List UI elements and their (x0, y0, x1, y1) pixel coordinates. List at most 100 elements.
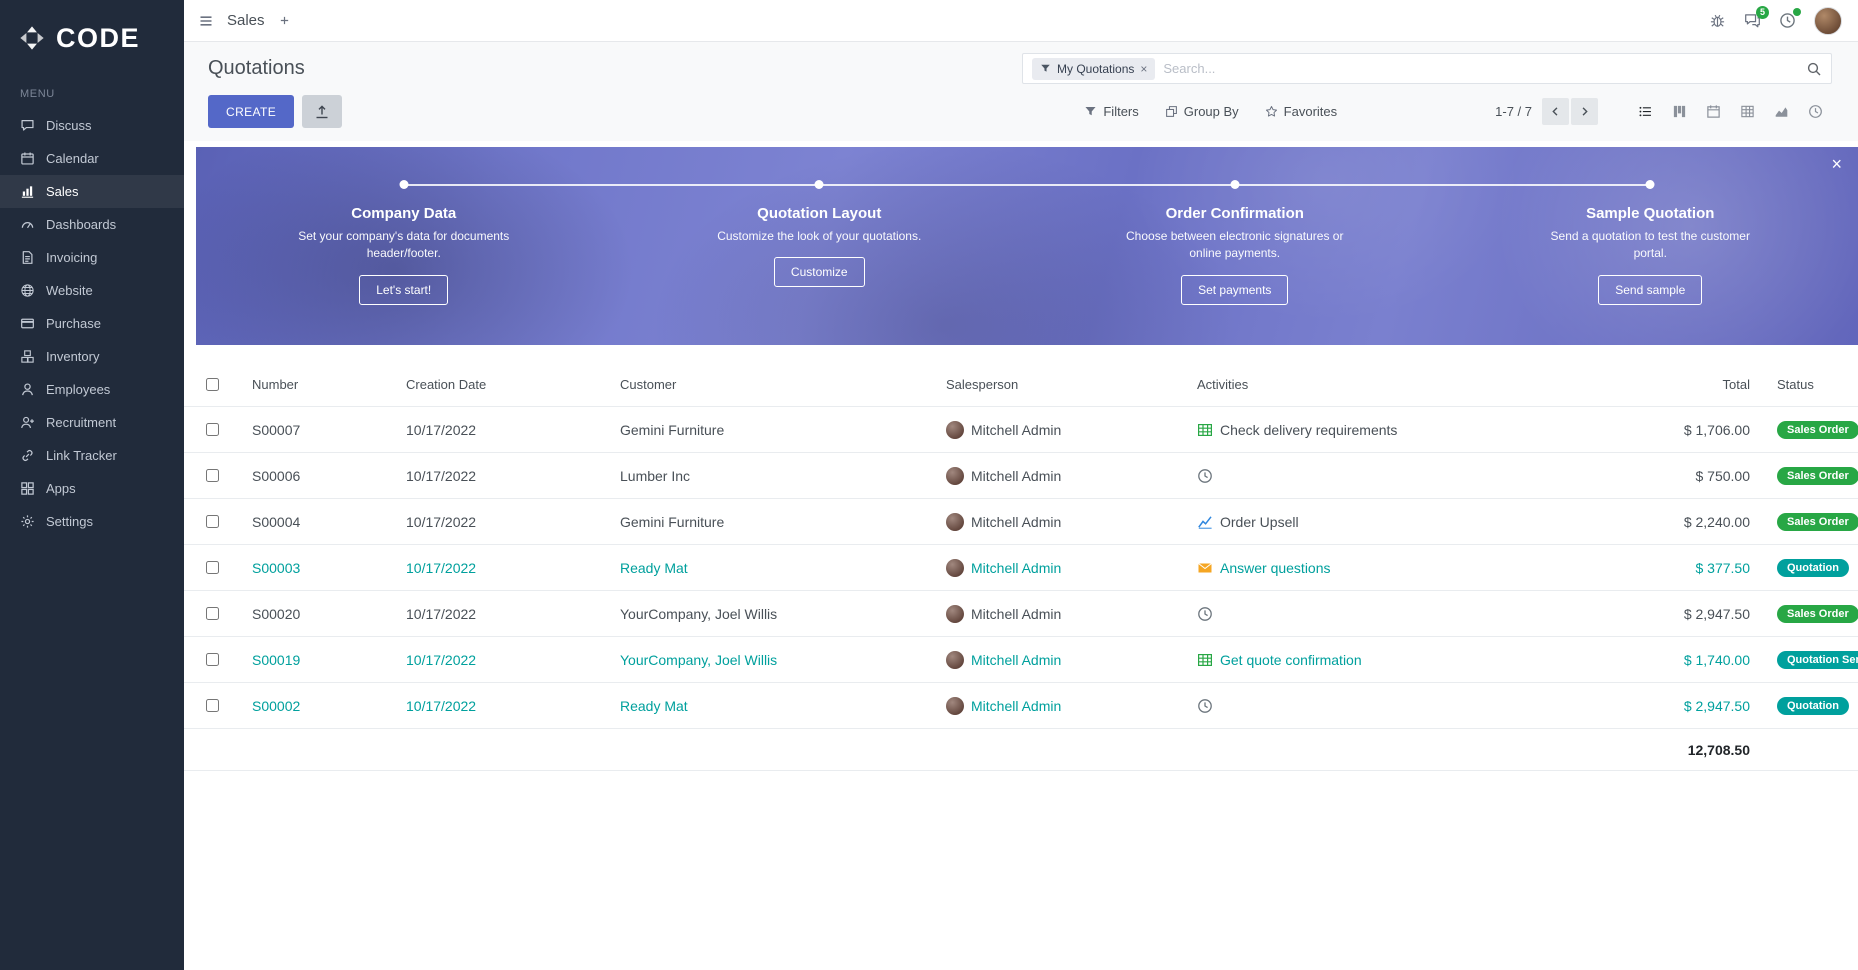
search-bar[interactable]: My Quotations × (1022, 53, 1832, 84)
pager: 1-7 / 7 (1495, 98, 1598, 125)
sidebar-item-invoicing[interactable]: Invoicing (0, 241, 184, 274)
messages-button[interactable]: 5 (1744, 6, 1769, 29)
search-icon[interactable] (1806, 61, 1822, 77)
status-badge: Sales Order (1777, 421, 1858, 439)
row-activity[interactable] (1185, 606, 1620, 622)
view-pivot-button[interactable] (1730, 97, 1764, 127)
row-activity[interactable]: Order Upsell (1185, 514, 1620, 530)
app-logo[interactable]: CODE (0, 0, 184, 76)
header-status[interactable]: Status (1777, 377, 1814, 392)
row-activity[interactable] (1185, 698, 1620, 714)
view-calendar-button[interactable] (1696, 97, 1730, 127)
select-all-checkbox[interactable] (205, 378, 219, 391)
row-activity[interactable]: Get quote confirmation (1185, 652, 1620, 668)
row-checkbox[interactable] (205, 515, 219, 528)
step-action-button[interactable]: Customize (773, 257, 865, 288)
sidebar-item-recruitment[interactable]: Recruitment (0, 406, 184, 439)
table-row[interactable]: S00019 10/17/2022 YourCompany, Joel Will… (184, 637, 1858, 683)
salesperson-avatar (946, 512, 964, 531)
header-number[interactable]: Number (252, 377, 299, 392)
clock-icon (1197, 606, 1213, 622)
row-number[interactable]: S00020 (252, 605, 301, 622)
search-input[interactable] (1163, 61, 1798, 76)
sidebar-item-discuss[interactable]: Discuss (0, 109, 184, 142)
header-activities[interactable]: Activities (1197, 377, 1249, 392)
sidebar-item-sales[interactable]: Sales (0, 175, 184, 208)
plus-icon[interactable] (278, 14, 291, 27)
hamburger-menu-icon[interactable] (198, 13, 214, 29)
step-action-button[interactable]: Set payments (1181, 274, 1289, 305)
header-salesperson[interactable]: Salesperson (946, 377, 1019, 392)
search-options: Filters Group By Favorites (1084, 104, 1337, 119)
row-number[interactable]: S00006 (252, 467, 301, 484)
view-list-button[interactable] (1628, 97, 1662, 127)
header-customer[interactable]: Customer (620, 377, 677, 392)
row-number[interactable]: S00019 (252, 651, 301, 668)
sidebar-item-apps[interactable]: Apps (0, 472, 184, 505)
row-creation-date: 10/17/2022 (406, 697, 477, 714)
menu-section-label: MENU (20, 88, 55, 100)
sidebar-item-purchase[interactable]: Purchase (0, 307, 184, 340)
header-total[interactable]: Total (1722, 377, 1750, 392)
search-filter-chip-label: My Quotations (1057, 61, 1135, 76)
sidebar-item-link-tracker[interactable]: Link Tracker (0, 439, 184, 472)
view-kanban-button[interactable] (1662, 97, 1696, 127)
sidebar-item-inventory[interactable]: Inventory (0, 340, 184, 373)
row-activity[interactable]: Check delivery requirements (1185, 422, 1620, 438)
filters-button[interactable]: Filters (1084, 104, 1139, 119)
table-row[interactable]: S00003 10/17/2022 Ready Mat Mitchell Adm… (184, 545, 1858, 591)
sidebar-item-website[interactable]: Website (0, 274, 184, 307)
apps-icon (20, 481, 35, 496)
group-by-button[interactable]: Group By (1165, 104, 1239, 119)
pager-previous-button[interactable] (1542, 98, 1569, 125)
onboarding-step: Quotation Layout Customize the look of y… (612, 180, 1028, 305)
chip-close-icon[interactable]: × (1140, 61, 1148, 76)
table-row[interactable]: S00007 10/17/2022 Gemini Furniture Mitch… (184, 407, 1858, 453)
favorites-button[interactable]: Favorites (1265, 104, 1337, 119)
quotations-table: Number Creation Date Customer Salesperso… (184, 363, 1858, 771)
search-filter-chip[interactable]: My Quotations × (1032, 57, 1156, 80)
user-avatar[interactable] (1814, 6, 1842, 35)
row-number[interactable]: S00007 (252, 421, 301, 438)
sidebar-item-employees[interactable]: Employees (0, 373, 184, 406)
view-graph-button[interactable] (1764, 97, 1798, 127)
step-dot-icon (1230, 180, 1240, 189)
row-activity[interactable]: Answer questions (1185, 560, 1620, 576)
step-action-button[interactable]: Send sample (1598, 274, 1703, 305)
activities-button[interactable] (1779, 8, 1801, 29)
sidebar-item-dashboards[interactable]: Dashboards (0, 208, 184, 241)
sidebar-item-calendar[interactable]: Calendar (0, 142, 184, 175)
sidebar-item-settings[interactable]: Settings (0, 505, 184, 538)
row-checkbox[interactable] (205, 699, 219, 712)
create-button[interactable]: CREATE (208, 95, 295, 128)
step-action-button[interactable]: Let's start! (359, 274, 449, 305)
row-checkbox[interactable] (205, 561, 219, 574)
purchase-icon (20, 316, 35, 331)
step-dot-icon (814, 180, 824, 189)
table-row[interactable]: S00006 10/17/2022 Lumber Inc Mitchell Ad… (184, 453, 1858, 499)
pager-next-button[interactable] (1571, 98, 1598, 125)
topbar-app-name[interactable]: Sales (227, 12, 265, 29)
sidebar-nav: Discuss Calendar Sales Dashboards Invoic… (0, 109, 184, 538)
row-activity[interactable] (1185, 468, 1620, 484)
main-area: Sales 5 Quotations (184, 0, 1858, 970)
banner-close-icon[interactable]: × (1831, 154, 1842, 174)
view-activity-button[interactable] (1798, 97, 1832, 127)
row-number[interactable]: S00002 (252, 697, 301, 714)
export-button[interactable] (302, 95, 343, 128)
bug-icon[interactable] (1709, 12, 1726, 29)
row-salesperson: Mitchell Admin (971, 651, 1062, 668)
status-badge: Sales Order (1777, 513, 1858, 531)
row-checkbox[interactable] (205, 469, 219, 482)
row-checkbox[interactable] (205, 423, 219, 436)
row-checkbox[interactable] (205, 607, 219, 620)
row-checkbox[interactable] (205, 653, 219, 666)
row-number[interactable]: S00004 (252, 513, 301, 530)
row-number[interactable]: S00003 (252, 559, 301, 576)
table-row[interactable]: S00002 10/17/2022 Ready Mat Mitchell Adm… (184, 683, 1858, 729)
table-row[interactable]: S00020 10/17/2022 YourCompany, Joel Will… (184, 591, 1858, 637)
table-row[interactable]: S00004 10/17/2022 Gemini Furniture Mitch… (184, 499, 1858, 545)
header-creation-date[interactable]: Creation Date (406, 377, 487, 392)
row-creation-date: 10/17/2022 (406, 421, 477, 438)
step-title: Sample Quotation (1586, 205, 1715, 222)
